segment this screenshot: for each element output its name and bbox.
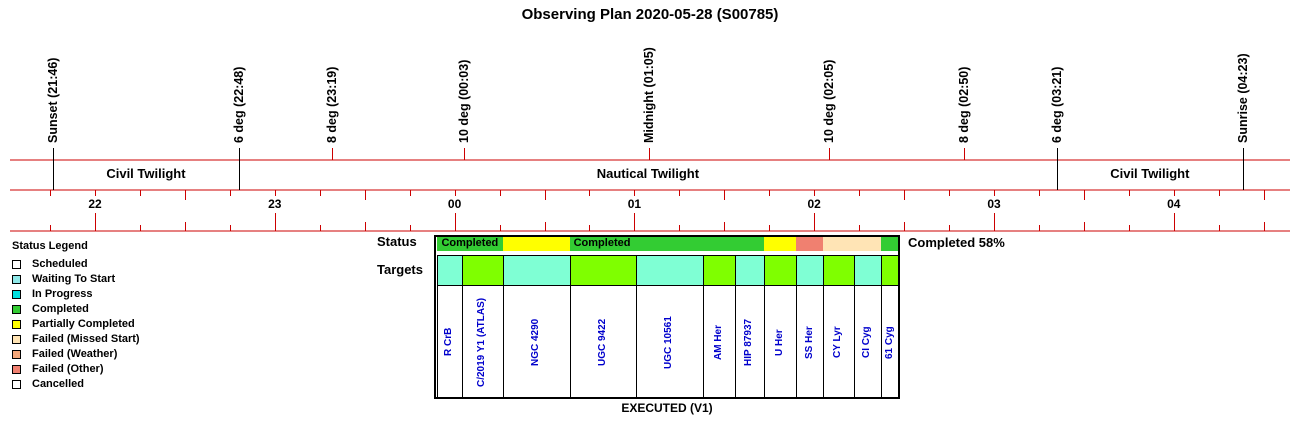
target-column — [853, 286, 881, 398]
target-column — [569, 286, 637, 398]
target-column — [436, 286, 462, 398]
legend-swatch — [12, 334, 21, 344]
status-segment: Completed — [436, 236, 504, 251]
legend-swatch — [12, 304, 21, 314]
status-row-label: Status — [377, 234, 417, 249]
target-block[interactable] — [823, 255, 855, 286]
legend-swatch — [12, 379, 21, 389]
target-column — [461, 286, 503, 398]
target-block[interactable] — [461, 255, 505, 286]
status-legend-title: Status Legend — [12, 240, 88, 252]
target-block[interactable] — [503, 255, 571, 286]
legend-item: Waiting To Start — [12, 272, 115, 286]
legend-label: Waiting To Start — [32, 273, 116, 285]
event-label: Sunset (21:46) — [45, 57, 60, 143]
status-segment: Completed — [569, 236, 635, 251]
legend-swatch — [12, 274, 21, 284]
event-label: Sunrise (04:23) — [1235, 53, 1250, 143]
legend-item: In Progress — [12, 287, 93, 301]
legend-item: Failed (Other) — [12, 362, 104, 376]
event-label: 6 deg (03:21) — [1049, 66, 1064, 143]
target-column — [636, 286, 703, 398]
legend-label: Partially Completed — [32, 318, 135, 330]
plan-frame — [434, 235, 900, 399]
hour-label: 22 — [88, 197, 102, 211]
legend-item: Failed (Missed Start) — [12, 332, 140, 346]
target-column — [880, 286, 899, 398]
legend-swatch — [12, 364, 21, 374]
event-label: 8 deg (23:19) — [324, 66, 339, 143]
event-label: 10 deg (00:03) — [456, 59, 471, 143]
legend-item: Completed — [12, 302, 89, 316]
status-segment — [880, 236, 899, 251]
status-segment — [503, 236, 570, 251]
legend-label: Failed (Weather) — [32, 348, 118, 360]
hour-label: 03 — [987, 197, 1001, 211]
hour-label: 01 — [627, 197, 642, 211]
timeline-axis — [10, 148, 1290, 232]
plan-status-footer: EXECUTED (V1) — [621, 401, 713, 415]
page-title: Observing Plan 2020-05-28 (S00785) — [521, 6, 779, 23]
event-label: 8 deg (02:50) — [956, 66, 971, 143]
status-segment — [796, 236, 824, 251]
legend-item: Cancelled — [12, 377, 84, 391]
legend-label: Cancelled — [32, 378, 84, 390]
target-column — [763, 286, 796, 398]
legend-item: Scheduled — [12, 257, 88, 271]
legend-label: Failed (Other) — [32, 363, 104, 375]
completion-summary: Completed 58% — [908, 235, 1005, 250]
hour-label: 00 — [447, 197, 462, 211]
twilight-band-label: Nautical Twilight — [596, 166, 700, 181]
target-column — [796, 286, 823, 398]
target-column — [702, 286, 735, 398]
twilight-band-label: Civil Twilight — [1110, 166, 1190, 181]
event-label: 6 deg (22:48) — [231, 66, 246, 143]
legend-label: In Progress — [32, 288, 93, 300]
targets-row-label: Targets — [377, 262, 423, 277]
legend-swatch — [12, 319, 21, 329]
status-segment — [634, 236, 764, 251]
status-segment — [763, 236, 797, 251]
target-column — [503, 286, 570, 398]
status-segment — [823, 236, 881, 251]
legend-item: Partially Completed — [12, 317, 135, 331]
legend-item: Failed (Weather) — [12, 347, 117, 361]
target-column — [735, 286, 764, 398]
legend-label: Scheduled — [32, 258, 88, 270]
legend-swatch — [12, 259, 21, 269]
hour-label: 02 — [807, 197, 821, 211]
hour-label: 04 — [1167, 197, 1181, 211]
legend-label: Completed — [32, 303, 89, 315]
twilight-band-label: Civil Twilight — [106, 166, 186, 181]
target-block[interactable] — [569, 255, 638, 286]
event-label: Midnight (01:05) — [641, 47, 656, 143]
legend-label: Failed (Missed Start) — [32, 333, 140, 345]
target-column — [823, 286, 854, 398]
target-block[interactable] — [636, 255, 704, 286]
legend-swatch — [12, 289, 21, 299]
hour-label: 23 — [268, 197, 282, 211]
legend-swatch — [12, 349, 21, 359]
event-label: 10 deg (02:05) — [821, 59, 836, 143]
